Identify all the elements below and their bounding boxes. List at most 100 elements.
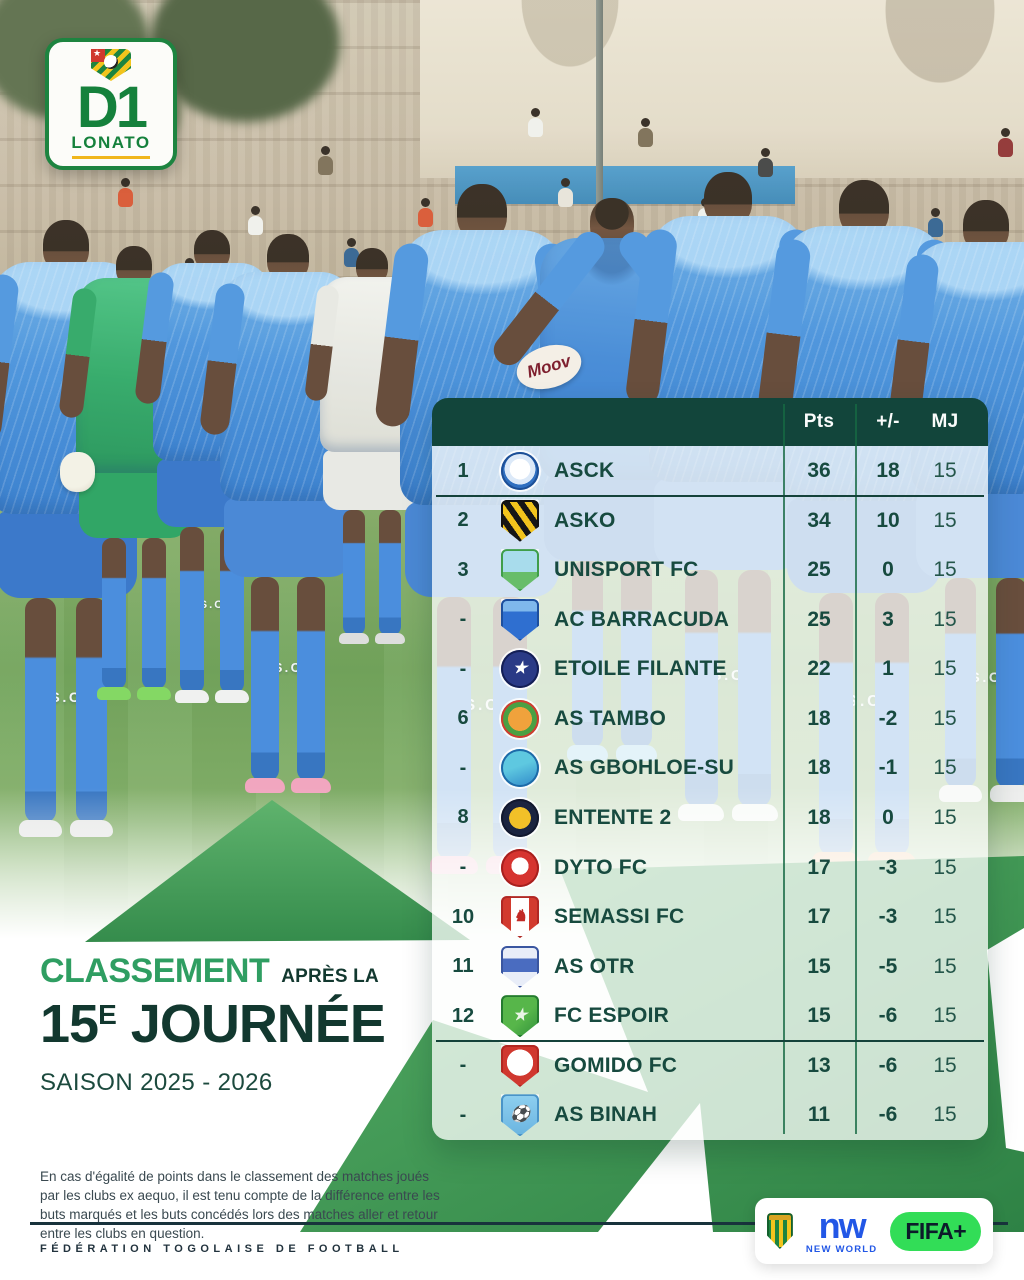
goal-diff-value: -2 bbox=[878, 706, 898, 730]
table-row: 11 AS OTR 15 -5 15 bbox=[432, 942, 988, 992]
spectator bbox=[998, 128, 1013, 158]
matches-played-value: 15 bbox=[933, 756, 957, 780]
matches-played-value: 15 bbox=[933, 805, 957, 829]
matches-played-value: 15 bbox=[933, 508, 957, 532]
sponsor-card: nw NEW WORLD FIFA+ bbox=[755, 1198, 993, 1264]
goal-diff-value: -1 bbox=[878, 756, 898, 780]
points-value: 36 bbox=[807, 459, 831, 482]
goal-diff-value: -3 bbox=[878, 855, 898, 879]
matches-played-value: 15 bbox=[933, 1103, 957, 1127]
club-name: DYTO FC bbox=[554, 855, 648, 879]
spectator bbox=[418, 198, 433, 228]
goal-diff-value: 3 bbox=[882, 607, 894, 631]
club-crest-icon bbox=[501, 499, 539, 542]
table-row: 10 ♞ SEMASSI FC 17 -3 15 bbox=[432, 892, 988, 942]
club-logo bbox=[498, 843, 542, 893]
rank: 1 bbox=[457, 459, 469, 482]
matches-played-value: 15 bbox=[933, 459, 957, 482]
goal-diff-value: 0 bbox=[882, 558, 894, 582]
goal-diff-value: -6 bbox=[878, 1103, 898, 1127]
matches-played-value: 15 bbox=[933, 954, 957, 978]
spectator bbox=[638, 118, 653, 148]
nw-mark: nw bbox=[818, 1204, 867, 1246]
table-row: 6 AS TAMBO 18 -2 15 bbox=[432, 694, 988, 744]
club-name: AC BARRACUDA bbox=[554, 607, 730, 631]
rank: 10 bbox=[451, 905, 475, 928]
club-crest-icon bbox=[501, 798, 539, 837]
matches-played-value: 15 bbox=[933, 905, 957, 929]
stadium-building bbox=[420, 0, 1024, 178]
points-value: 13 bbox=[807, 1053, 831, 1077]
club-crest-icon: ⚽ bbox=[501, 1094, 539, 1137]
title-journee: 15E JOURNÉE bbox=[40, 994, 386, 1054]
spectator bbox=[528, 108, 543, 138]
rank: 12 bbox=[451, 1004, 475, 1027]
table-row: - AC BARRACUDA 25 3 15 bbox=[432, 595, 988, 645]
matches-played-value: 15 bbox=[933, 706, 957, 730]
lonato-wordmark: LONATO bbox=[71, 133, 151, 152]
club-crest-icon bbox=[501, 598, 539, 641]
rank: 6 bbox=[457, 707, 469, 730]
rank: 11 bbox=[452, 955, 474, 978]
rank: - bbox=[459, 608, 467, 631]
club-name: GOMIDO FC bbox=[554, 1053, 678, 1077]
club-name: ASCK bbox=[554, 459, 615, 482]
club-name: AS GBOHLOE-SU bbox=[554, 756, 734, 780]
points-value: 18 bbox=[807, 756, 831, 780]
fifa-plus-logo: FIFA+ bbox=[890, 1211, 982, 1251]
goal-diff-value: -6 bbox=[878, 1004, 898, 1028]
title-classement: CLASSEMENT bbox=[40, 952, 270, 990]
points-value: 34 bbox=[807, 508, 831, 532]
table-row: - DYTO FC 17 -3 15 bbox=[432, 843, 988, 893]
goal-diff-value: -3 bbox=[878, 905, 898, 929]
club-name: ASKO bbox=[554, 508, 616, 532]
club-logo: ★ bbox=[498, 991, 542, 1041]
club-logo bbox=[498, 694, 542, 744]
table-header: Pts +/- MJ bbox=[432, 398, 988, 446]
rank: - bbox=[459, 1103, 467, 1126]
goal-diff-value: 18 bbox=[876, 459, 900, 482]
table-row: - ★ ETOILE FILANTE 22 1 15 bbox=[432, 644, 988, 694]
goalkeeper-glove bbox=[59, 452, 95, 492]
title-saison: SAISON 2025 - 2026 bbox=[40, 1069, 273, 1096]
club-logo bbox=[498, 793, 542, 843]
rank: - bbox=[459, 856, 467, 879]
points-value: 18 bbox=[807, 805, 831, 829]
goal-diff-value: 0 bbox=[882, 805, 894, 829]
club-logo bbox=[498, 1041, 542, 1091]
club-logo bbox=[498, 942, 542, 992]
club-name: SEMASSI FC bbox=[554, 905, 685, 929]
d1-lonato-logo: D1 LONATO bbox=[45, 38, 177, 170]
club-crest-icon: ★ bbox=[501, 650, 539, 689]
club-logo: ♞ bbox=[498, 892, 542, 942]
club-logo bbox=[498, 446, 542, 496]
points-value: 17 bbox=[807, 905, 831, 929]
matches-played-value: 15 bbox=[933, 855, 957, 879]
table-row: 8 ENTENTE 2 18 0 15 bbox=[432, 793, 988, 843]
club-crest-icon: ♞ bbox=[501, 896, 539, 939]
header-pts: Pts bbox=[803, 411, 835, 432]
column-divider bbox=[855, 404, 857, 1134]
table-row: - AS GBOHLOE-SU 18 -1 15 bbox=[432, 743, 988, 793]
points-value: 15 bbox=[807, 1004, 831, 1028]
points-value: 22 bbox=[807, 657, 831, 681]
zone-divider-line bbox=[436, 494, 984, 497]
goal-diff-value: 10 bbox=[876, 508, 900, 532]
club-crest-icon bbox=[501, 699, 539, 738]
club-logo: ★ bbox=[498, 644, 542, 694]
federation-name: FÉDÉRATION TOGOLAISE DE FOOTBALL bbox=[40, 1243, 404, 1255]
club-crest-icon bbox=[501, 749, 539, 788]
matches-played-value: 15 bbox=[933, 1004, 957, 1028]
ftf-crest-logo bbox=[766, 1213, 793, 1249]
table-row: 3 UNISPORT FC 25 0 15 bbox=[432, 545, 988, 595]
table-row: 2 ASKO 34 10 15 bbox=[432, 496, 988, 546]
table-row: 1 ASCK 36 18 15 bbox=[432, 446, 988, 496]
points-value: 15 bbox=[807, 954, 831, 978]
goal-diff-value: 1 bbox=[882, 657, 894, 681]
matches-played-value: 15 bbox=[933, 558, 957, 582]
club-logo: ⚽ bbox=[498, 1090, 542, 1140]
rank: - bbox=[459, 756, 467, 779]
spectator bbox=[118, 178, 133, 208]
club-logo bbox=[498, 496, 542, 546]
table-row: 12 ★ FC ESPOIR 15 -6 15 bbox=[432, 991, 988, 1041]
